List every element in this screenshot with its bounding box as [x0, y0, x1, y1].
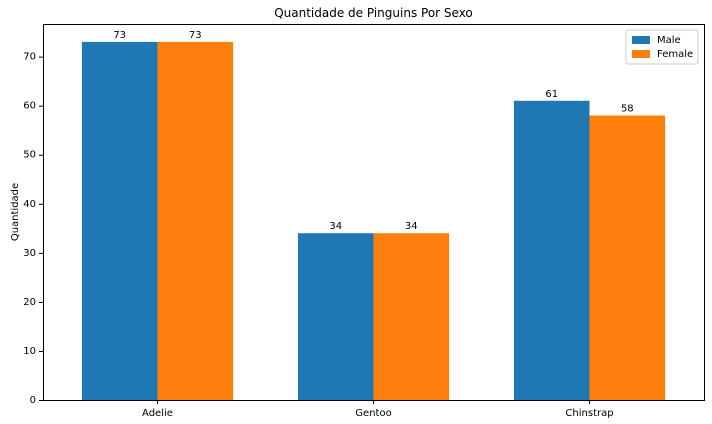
- data-label-male-gentoo: 34: [329, 221, 342, 232]
- x-axis-ticks: Adelie Gentoo Chinstrap: [142, 400, 614, 419]
- data-label-male-chinstrap: 61: [545, 89, 558, 100]
- y-tick-label: 0: [30, 395, 36, 406]
- x-tick-label-gentoo: Gentoo: [355, 408, 391, 419]
- bar-female-gentoo: [373, 233, 450, 400]
- data-label-female-adelie: 73: [189, 30, 202, 41]
- y-tick-label: 60: [23, 101, 36, 112]
- y-tick-label: 70: [23, 52, 36, 63]
- data-labels-group: 73 34 61 73 34 58: [113, 30, 633, 232]
- bar-male-gentoo: [297, 233, 374, 400]
- bar-female-chinstrap: [589, 115, 666, 401]
- chart-title: Quantidade de Pinguins Por Sexo: [274, 6, 473, 20]
- plot-frame: [43, 24, 705, 401]
- y-tick-label: 10: [23, 346, 36, 357]
- bars-group: [81, 41, 666, 401]
- y-tick-label: 40: [23, 199, 36, 210]
- bar-male-adelie: [81, 41, 158, 401]
- legend-label-male: Male: [657, 35, 681, 46]
- data-label-male-adelie: 73: [113, 30, 126, 41]
- legend-label-female: Female: [657, 49, 693, 60]
- x-tick-label-adelie: Adelie: [142, 408, 173, 419]
- data-label-female-gentoo: 34: [405, 221, 418, 232]
- y-tick-label: 20: [23, 297, 36, 308]
- legend-swatch-male: [632, 36, 650, 44]
- y-tick-label: 30: [23, 248, 36, 259]
- y-axis-ticks: 0 10 20 30 40 50 60 70: [23, 52, 43, 406]
- x-tick-label-chinstrap: Chinstrap: [565, 408, 613, 419]
- legend-swatch-female: [632, 50, 650, 58]
- legend: Male Female: [625, 29, 699, 65]
- bar-male-chinstrap: [513, 100, 590, 401]
- data-label-female-chinstrap: 58: [621, 103, 634, 114]
- y-axis-label: Quantidade: [10, 183, 21, 241]
- bar-female-adelie: [157, 41, 234, 401]
- y-tick-label: 50: [23, 150, 36, 161]
